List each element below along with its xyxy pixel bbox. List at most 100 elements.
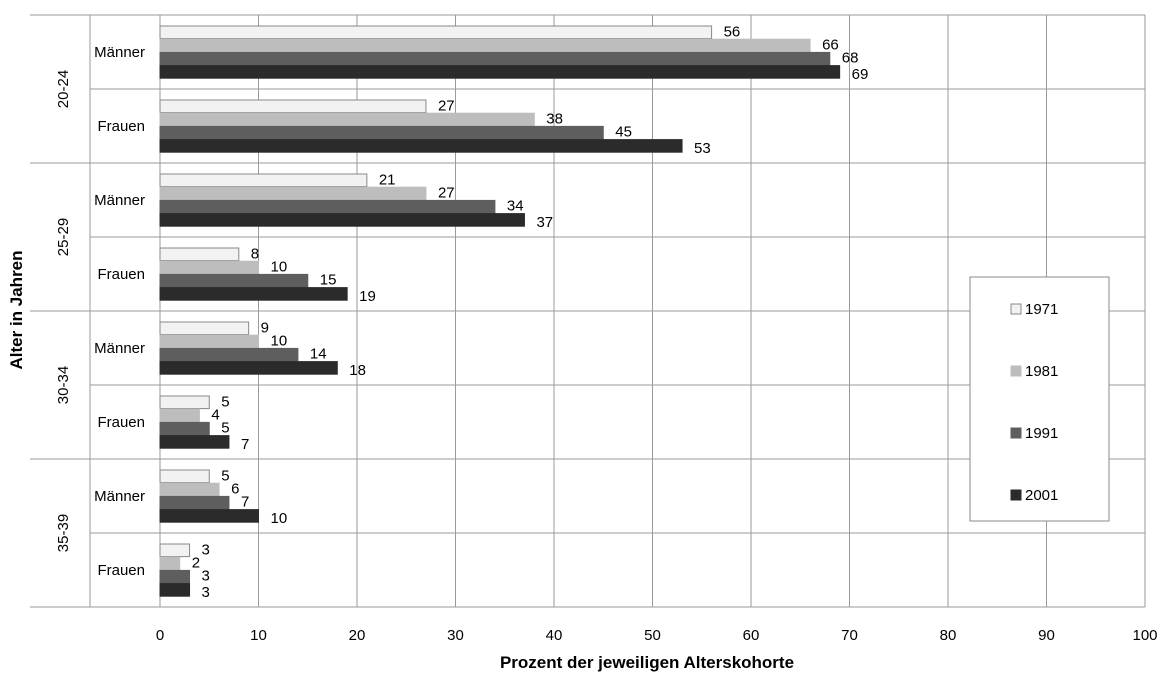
x-tick-label: 60 [743,627,760,644]
legend-swatch [1010,489,1022,501]
legend-label: 1981 [1025,363,1058,380]
bar [159,495,230,510]
bar-value-label: 7 [241,436,249,453]
bar-value-label: 8 [251,245,259,262]
category-label: Männer [94,192,145,209]
category-label: Frauen [97,414,145,431]
bar [159,173,368,188]
bar-value-label: 34 [507,198,524,215]
x-tick-label: 10 [250,627,267,644]
bar [159,51,831,66]
bar-value-label: 69 [852,66,869,83]
legend-swatch [1010,427,1022,439]
x-tick-label: 20 [349,627,366,644]
bar-value-label: 19 [359,288,376,305]
bar-value-label: 3 [202,584,210,601]
bar [159,213,525,227]
bar [159,287,348,301]
group-label: 25-29 [55,218,72,256]
bar-value-label: 3 [202,541,210,558]
bar-value-label: 37 [536,214,553,231]
grid [30,14,1146,608]
category-label: Männer [94,44,145,61]
bar-value-label: 4 [211,407,219,424]
legend-label: 1991 [1025,425,1058,442]
bar [159,469,210,484]
bar [159,408,200,423]
bar [159,25,713,40]
bar [159,99,427,114]
bar [159,395,210,410]
x-tick-label: 70 [841,627,858,644]
legend-swatch [1010,303,1022,315]
bar-value-label: 6 [231,481,239,498]
bar [159,273,309,288]
bar-value-label: 66 [822,37,839,54]
bar-value-label: 18 [349,362,366,379]
x-tick-label: 0 [156,627,164,644]
bar-value-label: 68 [842,50,859,67]
bar [159,247,240,262]
bar-value-label: 38 [546,111,563,128]
bar-value-label: 27 [438,185,455,202]
y-axis-title: Alter in Jahren [7,250,26,369]
group-label: 35-39 [55,514,72,552]
bar-value-label: 5 [221,420,229,437]
bar-value-label: 5 [221,467,229,484]
bar-value-label: 10 [271,259,288,276]
bar-value-label: 27 [438,97,455,114]
x-tick-label: 90 [1038,627,1055,644]
bar [159,543,191,558]
bar-value-label: 3 [202,568,210,585]
x-axis-title: Prozent der jeweiligen Alterskohorte [500,653,794,672]
bar [159,199,496,214]
legend-swatch [1010,365,1022,377]
bar [159,260,259,275]
x-tick-label: 100 [1132,627,1157,644]
bar [159,38,811,53]
bar [159,361,338,375]
bar-value-label: 14 [310,346,327,363]
bar-value-label: 45 [615,124,632,141]
x-tick-label: 30 [447,627,464,644]
group-labels: 20-24 25-29 30-34 35-39 [55,70,72,552]
bar [159,509,259,523]
bar [159,435,230,449]
legend-label: 1971 [1025,301,1058,318]
bars [159,25,841,597]
value-labels: 5666686927384553212734378101519910141854… [192,23,869,601]
bar [159,421,210,436]
bar-value-label: 9 [261,319,269,336]
bar-value-label: 56 [724,23,741,40]
bar [159,65,841,79]
group-label: 20-24 [55,70,72,108]
bar [159,125,604,140]
bar [159,186,427,201]
bar-value-label: 10 [271,333,288,350]
bar [159,569,191,584]
bar-value-label: 2 [192,555,200,572]
bar-value-label: 53 [694,140,711,157]
x-tick-label: 80 [940,627,957,644]
bar [159,482,220,497]
category-label: Frauen [97,562,145,579]
bar-value-label: 5 [221,393,229,410]
bar-value-label: 10 [271,510,288,527]
legend-label: 2001 [1025,487,1058,504]
bar [159,583,191,597]
bar-value-label: 15 [320,272,337,289]
category-label: Männer [94,488,145,505]
bar-value-label: 7 [241,494,249,511]
category-labels: Männer Frauen Männer Frauen Männer Frauen Männ… [94,44,145,579]
x-tick-label: 40 [546,627,563,644]
x-tick-labels: 0 10 20 30 40 50 60 70 80 90 100 [156,627,1158,644]
legend: 1971 1981 1991 2001 [969,276,1110,522]
category-label: Frauen [97,118,145,135]
category-label: Männer [94,340,145,357]
bar [159,334,259,349]
bar [159,347,299,362]
category-label: Frauen [97,266,145,283]
bar-value-label: 21 [379,171,396,188]
bar [159,321,250,336]
